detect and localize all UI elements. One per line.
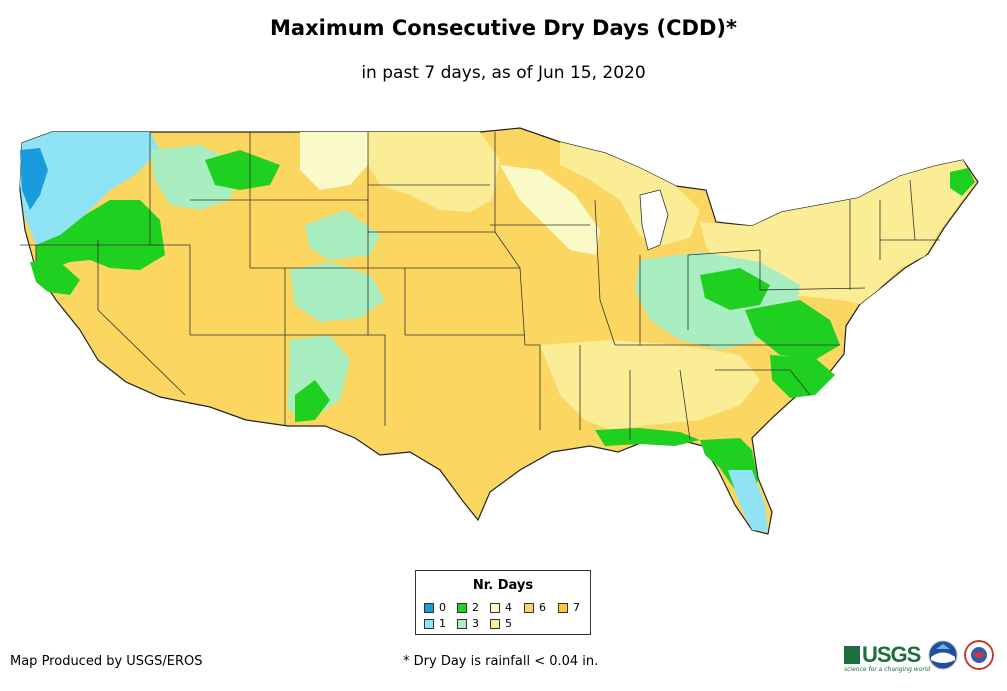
legend-swatch [490, 603, 500, 613]
legend-item: 7 [558, 601, 580, 614]
legend-item: 1 [424, 617, 446, 630]
region-montana-2days [205, 150, 280, 190]
region-ncal-2days [30, 262, 80, 295]
legend-item: 2 [457, 601, 479, 614]
dry-day-footnote: * Dry Day is rainfall < 0.04 in. [403, 654, 599, 669]
legend-item: 6 [524, 601, 546, 614]
noaa-logo-icon [928, 640, 958, 670]
region-florida-1day [728, 470, 768, 532]
legend-label: 4 [505, 601, 512, 614]
region-southeast-5days [540, 340, 760, 430]
legend-swatch [424, 603, 434, 613]
usgs-wave-icon [844, 646, 860, 664]
map-credit: Map Produced by USGS/EROS [10, 654, 203, 669]
legend-swatch [524, 603, 534, 613]
legend-swatch [558, 603, 568, 613]
legend-label: 1 [439, 617, 446, 630]
region-pnw-1day [20, 132, 160, 245]
legend-swatch [457, 603, 467, 613]
region-dakotas-5days [368, 132, 500, 212]
legend-item: 3 [457, 617, 479, 630]
legend-swatch [490, 619, 500, 629]
map-subtitle: in past 7 days, as of Jun 15, 2020 [361, 63, 646, 83]
region-gulf-coast-2days [595, 428, 700, 446]
region-nebraska-3days [305, 210, 380, 260]
legend-label: 5 [505, 617, 512, 630]
usgs-logo: USGS [844, 642, 921, 668]
map-title: Maximum Consecutive Dry Days (CDD)* [270, 16, 737, 40]
region-northern-rockies-4days [300, 132, 368, 190]
region-upper-mississippi-4days [500, 165, 600, 255]
legend-swatch [457, 619, 467, 629]
map-legend: Nr. Days 0 1 2 3 4 5 6 7 [415, 570, 591, 635]
state-borders [20, 132, 940, 441]
legend-label: 0 [439, 601, 446, 614]
legend-item: 4 [490, 601, 512, 614]
region-oregon-2days [36, 200, 165, 270]
nws-logo-icon [964, 640, 994, 670]
region-ne-coast-2days [950, 168, 975, 196]
legend-label: 3 [472, 617, 479, 630]
region-newmexico-2days [295, 380, 330, 422]
region-appalachia-2days [700, 268, 770, 310]
region-pnw-0day [20, 148, 48, 210]
legend-item: 5 [490, 617, 512, 630]
lake-michigan [639, 189, 669, 251]
usgs-wordmark: USGS [862, 642, 921, 667]
legend-grid: 0 1 2 3 4 5 6 7 [424, 601, 594, 633]
usgs-tagline: science for a changing world [844, 666, 931, 673]
legend-title: Nr. Days [472, 578, 534, 593]
region-colorado-3days [290, 262, 385, 322]
us-dry-days-map [19, 127, 979, 535]
legend-label: 2 [472, 601, 479, 614]
legend-swatch [424, 619, 434, 629]
legend-item: 0 [424, 601, 446, 614]
region-carolinas-2days [770, 355, 835, 398]
legend-label: 6 [539, 601, 546, 614]
legend-label: 7 [573, 601, 580, 614]
